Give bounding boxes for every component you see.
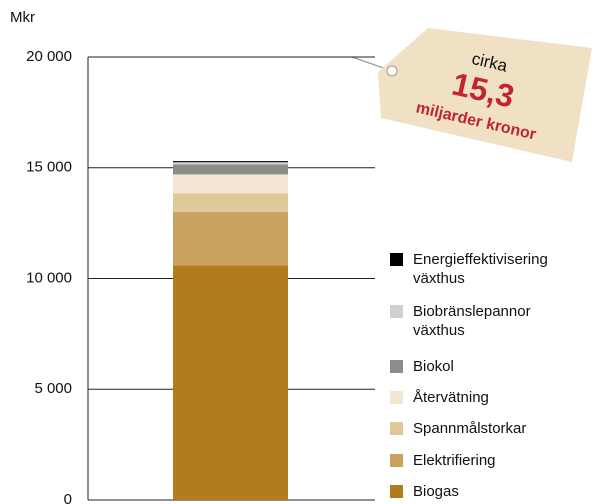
bar-segment (173, 174, 288, 193)
legend-item: Elektrifiering (390, 451, 590, 470)
legend-item: Återvätning (390, 388, 590, 407)
tag-hole (387, 66, 397, 76)
y-tick-label: 0 (64, 491, 72, 504)
y-tick-label: 5 000 (34, 380, 72, 397)
bar-segment (173, 161, 288, 162)
legend-item: Energieffektivisering växthus (390, 250, 590, 288)
page: Mkr cirka 15,3 miljarder kronor 0 5 000 10… (0, 0, 596, 504)
y-tick-label: 20 000 (26, 48, 72, 65)
y-tick-label: 10 000 (26, 269, 72, 286)
legend-label: Energieffektivisering växthus (413, 250, 578, 288)
legend-label: Biobränslepannor växthus (413, 302, 578, 340)
y-tick-label: 15 000 (26, 159, 72, 176)
legend-swatch (390, 253, 403, 266)
bar-segment (173, 265, 288, 500)
legend-item: Biokol (390, 357, 590, 376)
legend-item: Biobränslepannor växthus (390, 302, 590, 340)
unit-label: Mkr (10, 9, 35, 26)
bar-segment (173, 164, 288, 174)
legend-label: Elektrifiering (413, 451, 590, 470)
legend-swatch (390, 391, 403, 404)
bar-segment (173, 162, 288, 164)
legend-swatch (390, 305, 403, 318)
bar-segment (173, 193, 288, 212)
legend-item: Spannmålstorkar (390, 419, 590, 438)
legend-label: Återvätning (413, 388, 590, 407)
legend-swatch (390, 360, 403, 373)
legend-swatch (390, 454, 403, 467)
legend-swatch (390, 422, 403, 435)
legend-swatch (390, 485, 403, 498)
price-tag: cirka 15,3 miljarder kronor (352, 28, 592, 162)
legend-label: Biokol (413, 357, 590, 376)
legend-label: Biogas (413, 482, 590, 501)
legend-item: Biogas (390, 482, 590, 501)
legend-label: Spannmålstorkar (413, 419, 590, 438)
bar-segment (173, 212, 288, 265)
